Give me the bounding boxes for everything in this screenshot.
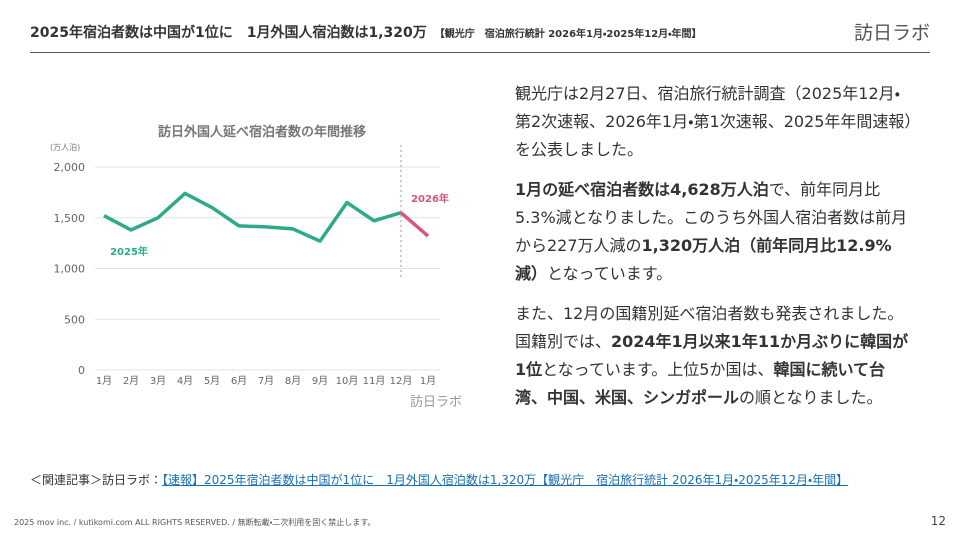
y-tick-label: 2,000 bbox=[54, 161, 86, 174]
paragraph: また、12月の国籍別延べ宿泊者数も発表されました。国籍別では、2024年1月以来… bbox=[515, 300, 915, 412]
text: となっています。 bbox=[547, 264, 673, 283]
x-tick-label: 12月 bbox=[390, 375, 413, 387]
x-tick-label: 1月 bbox=[420, 375, 436, 387]
related-link[interactable]: 【速報】2025年宿泊者数は中国が1位に 1月外国人宿泊数は1,320万【観光庁… bbox=[162, 473, 849, 487]
text: 観光庁は2月27日、宿泊旅行統計調査（2025年12月・第2次速報、2026年1… bbox=[515, 84, 913, 159]
x-tick-label: 6月 bbox=[231, 375, 247, 387]
bold-text: 韓国に続いて台湾、中国、米国、シンガポール bbox=[515, 360, 885, 407]
y-tick-label: 1,000 bbox=[54, 263, 86, 276]
series-line bbox=[399, 211, 430, 238]
bold-text: 1月の延べ宿泊者数は4,628万人泊 bbox=[515, 180, 769, 199]
x-tick-label: 5月 bbox=[204, 375, 220, 387]
page-number: 12 bbox=[930, 514, 946, 528]
x-tick-label: 11月 bbox=[363, 375, 386, 387]
bold-text: 2024年1月以来1年11か月ぶりに韓国が1位 bbox=[515, 332, 909, 379]
body-text: 観光庁は2月27日、宿泊旅行統計調査（2025年12月・第2次速報、2026年1… bbox=[515, 80, 915, 424]
text: の順となりました。 bbox=[739, 388, 883, 407]
chart-title: 訪日外国人延べ宿泊者数の年間推移 bbox=[158, 124, 366, 140]
subtitle: 【観光庁 宿泊旅行統計 2026年1月・2025年12月・年間】 bbox=[434, 29, 702, 40]
x-tick-label: 8月 bbox=[285, 375, 301, 387]
copyright: 2025 mov inc. / kutikomi.com ALL RIGHTS … bbox=[14, 518, 376, 527]
x-tick-label: 10月 bbox=[336, 375, 359, 387]
x-tick-label: 2月 bbox=[123, 375, 139, 387]
y-tick-label: 500 bbox=[64, 313, 85, 326]
text: となっています。上位5か国は、 bbox=[542, 360, 774, 379]
x-tick-label: 9月 bbox=[312, 375, 328, 387]
logo: 訪日ラボ bbox=[853, 22, 930, 44]
header-title-row: 2025年宿泊者数は中国が1位に 1月外国人宿泊数は1,320万 【観光庁 宿泊旅… bbox=[30, 22, 702, 42]
x-tick-label: 4月 bbox=[177, 375, 193, 387]
x-tick-label: 1月 bbox=[96, 375, 112, 387]
title: 2025年宿泊者数は中国が1位に 1月外国人宿泊数は1,320万 bbox=[30, 25, 427, 41]
x-tick-label: 3月 bbox=[150, 375, 166, 387]
text: また、12月の国籍別延べ宿泊者数も発表されました。国籍別では、 bbox=[515, 304, 904, 351]
header: 2025年宿泊者数は中国が1位に 1月外国人宿泊数は1,320万 【観光庁 宿泊旅… bbox=[30, 18, 930, 53]
series-label: 2026年 bbox=[411, 192, 449, 205]
y-tick-label: 0 bbox=[78, 364, 85, 377]
paragraph: 観光庁は2月27日、宿泊旅行統計調査（2025年12月・第2次速報、2026年1… bbox=[515, 80, 915, 164]
text: で、前年同月比5.3%減となりました。このうち外国人宿泊者数は前月から227万人… bbox=[515, 180, 908, 255]
related-article: ＜関連記事＞訪日ラボ：【速報】2025年宿泊者数は中国が1位に 1月外国人宿泊数… bbox=[30, 472, 890, 488]
series-label: 2025年 bbox=[110, 245, 148, 258]
x-tick-label: 7月 bbox=[258, 375, 274, 387]
chart: 訪日外国人延べ宿泊者数の年間推移 (万人泊) 訪日ラボ 0 500 1,000 1,5… bbox=[50, 124, 462, 410]
series-line bbox=[103, 191, 402, 243]
y-unit-label: (万人泊) bbox=[50, 142, 80, 152]
watermark: 訪日ラボ bbox=[410, 394, 462, 410]
paragraph: 1月の延べ宿泊者数は4,628万人泊で、前年同月比5.3%減となりました。このう… bbox=[515, 176, 915, 288]
related-prefix: ＜関連記事＞訪日ラボ： bbox=[30, 473, 163, 487]
y-tick-label: 1,500 bbox=[54, 212, 86, 225]
bold-text: 1,320万人泊（前年同月比12.9%減） bbox=[515, 236, 892, 283]
